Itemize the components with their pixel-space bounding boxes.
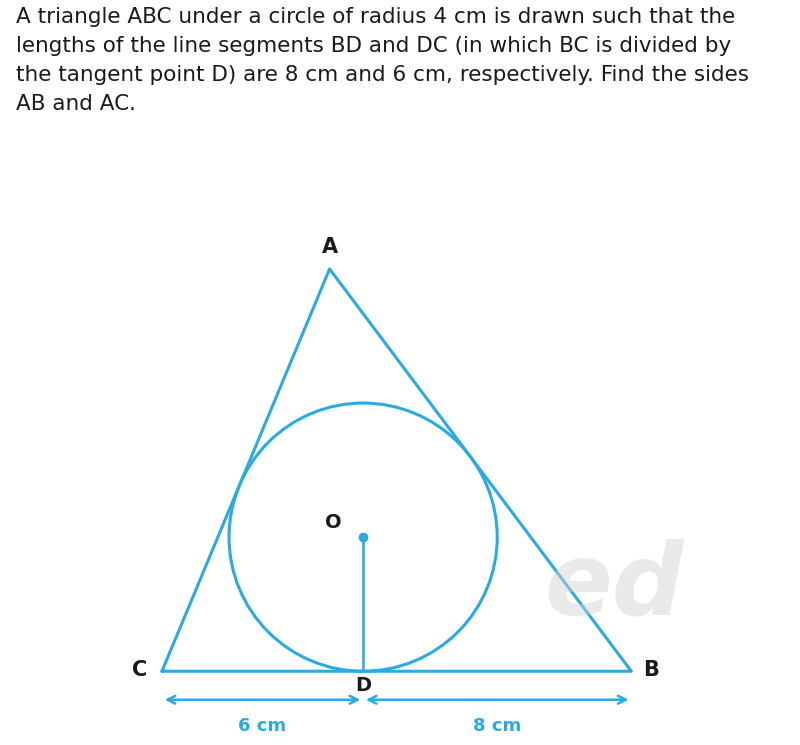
Text: 8 cm: 8 cm xyxy=(473,717,522,735)
Text: A: A xyxy=(322,237,338,257)
Text: C: C xyxy=(132,659,147,679)
Text: ed: ed xyxy=(545,539,684,636)
Text: A triangle ABC under a circle of radius 4 cm is drawn such that the
lengths of t: A triangle ABC under a circle of radius … xyxy=(16,7,749,113)
Text: D: D xyxy=(355,676,371,695)
Text: B: B xyxy=(643,659,659,679)
Text: O: O xyxy=(325,513,342,532)
Text: 6 cm: 6 cm xyxy=(238,717,286,735)
